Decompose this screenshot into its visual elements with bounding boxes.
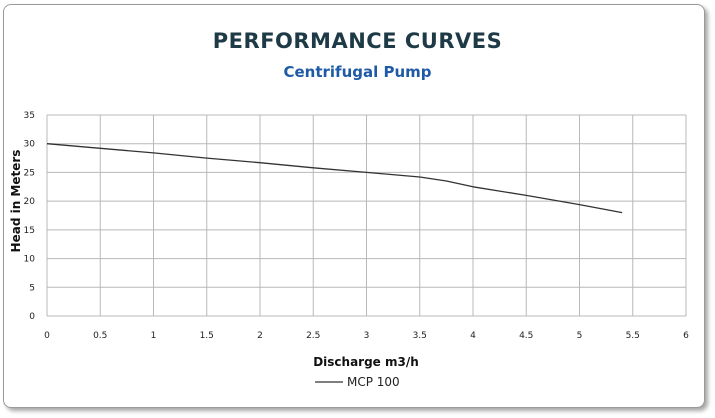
legend-label-mcp-100: MCP 100 <box>347 375 400 389</box>
y-tick-labels: 0 5 10 15 20 25 30 35 <box>24 111 36 322</box>
x-tick-label: 4 <box>470 331 476 341</box>
y-tick-label: 10 <box>24 255 36 265</box>
x-tick-label: 2 <box>257 331 263 341</box>
x-tick-label: 3 <box>364 331 370 341</box>
y-tick-label: 35 <box>24 111 35 121</box>
x-tick-label: 1.5 <box>200 331 214 341</box>
y-tick-label: 25 <box>24 168 35 178</box>
x-tick-label: 0 <box>44 331 50 341</box>
x-tick-label: 3.5 <box>413 331 427 341</box>
x-tick-label: 4.5 <box>519 331 533 341</box>
y-tick-label: 20 <box>24 197 36 207</box>
x-tick-label: 5 <box>577 331 583 341</box>
y-tick-label: 15 <box>24 226 35 236</box>
series-line-mcp-100 <box>46 143 623 214</box>
y-tick-label: 0 <box>29 312 35 322</box>
y-tick-label: 30 <box>24 140 36 150</box>
chart-subtitle: Centrifugal Pump <box>283 63 432 81</box>
x-tick-label: 6 <box>683 331 689 341</box>
x-tick-labels: 0 0.5 1 1.5 2 2.5 3 3.5 4 4.5 5 5.5 6 <box>44 331 689 341</box>
y-tick-label: 5 <box>29 283 35 293</box>
series-lines <box>46 143 623 214</box>
x-tick-label: 5.5 <box>626 331 640 341</box>
x-tick-label: 2.5 <box>306 331 320 341</box>
x-tick-label: 1 <box>151 331 157 341</box>
x-axis-label: Discharge m3/h <box>313 355 419 369</box>
chart-title: PERFORMANCE CURVES <box>212 29 503 53</box>
y-axis-label: Head in Meters <box>9 150 23 253</box>
gridlines <box>46 114 687 317</box>
x-tick-label: 0.5 <box>93 331 107 341</box>
